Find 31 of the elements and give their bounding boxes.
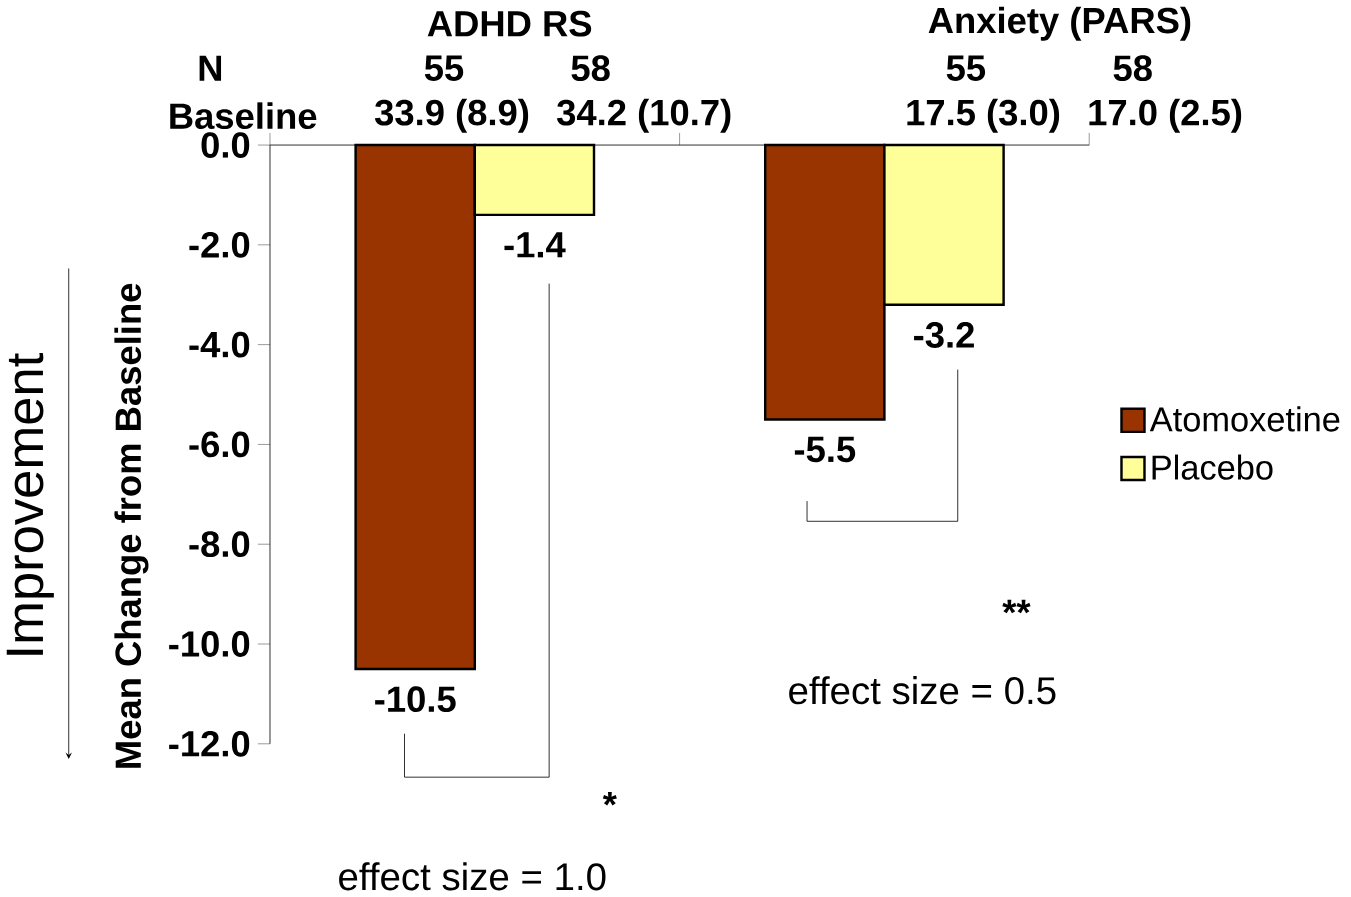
text: 55 (424, 55, 464, 81)
text: 17.5 (3.0) (907, 98, 1060, 133)
y-tick-label: -2.0 (189, 231, 250, 258)
legend-label: Atomoxetine (1149, 406, 1340, 432)
annotation: effect size = 0.5 (789, 676, 1056, 705)
y-tick-label: 0.0 (201, 132, 250, 158)
text: N (199, 55, 222, 81)
data-label: -3.2 (914, 322, 974, 348)
text: Improvement (6, 353, 54, 655)
y-tick-label: -12.0 (169, 730, 250, 757)
data-label: -5.5 (794, 436, 856, 463)
y-tick-label: -8.0 (189, 531, 250, 558)
y-tick-label: -4.0 (189, 331, 250, 358)
text: 34.2 (10.7) (556, 98, 731, 133)
text: 58 (1113, 55, 1152, 82)
text: effect size = 1.0 (339, 862, 606, 891)
text: 58 (571, 55, 610, 82)
text: * (602, 791, 617, 806)
y-tick-label: -6.0 (189, 431, 250, 458)
text: 33.9 (8.9) (374, 98, 529, 133)
annotation: ** (1002, 599, 1031, 614)
text: 55 (946, 55, 986, 81)
legend-label: Placebo (1152, 454, 1273, 480)
text: 17.0 (2.5) (1089, 98, 1242, 133)
data-label: -10.5 (375, 686, 456, 713)
y-axis-title: Mean Change from Baseline (114, 283, 149, 768)
text: Baseline (170, 102, 317, 130)
data-label: -1.4 (504, 232, 566, 258)
y-tick-label: -10.0 (169, 631, 250, 657)
x-tick-label: ADHD RS (427, 10, 592, 37)
x-tick-label: Anxiety (PARS) (928, 6, 1191, 41)
